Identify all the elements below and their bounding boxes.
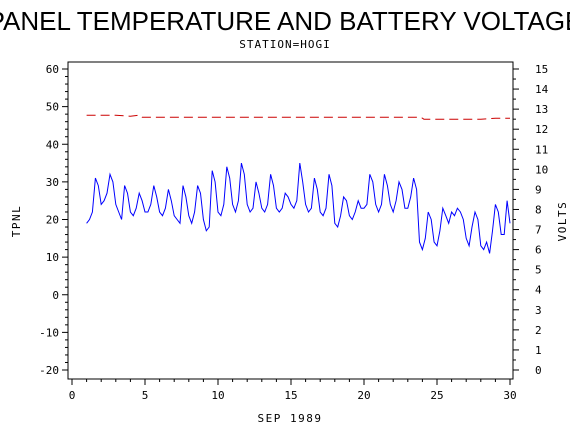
y-right-tick-label: 10: [535, 163, 548, 176]
y-right-tick-label: 4: [535, 284, 542, 297]
y-left-tick-label: 20: [46, 214, 59, 227]
panel-temperature-line: [86, 162, 511, 254]
y-left-tick-label: -20: [39, 364, 59, 377]
x-tick-label: 15: [284, 389, 297, 402]
y-right-tick-label: 5: [535, 264, 542, 277]
y-left-tick-label: 40: [46, 138, 59, 151]
y-left-tick-label: 60: [46, 63, 59, 76]
chart-subtitle: STATION=HOGI: [239, 38, 330, 51]
x-tick-label: 10: [211, 389, 224, 402]
y-left-tick-label: 10: [46, 251, 59, 264]
y-right-tick-label: 12: [535, 123, 548, 136]
y-right-tick-label: 14: [535, 83, 549, 96]
y-right-tick-label: 9: [535, 183, 542, 196]
x-tick-label: 25: [430, 389, 443, 402]
plot-frame: [67, 61, 514, 380]
y-axis-left-label: TPNL: [10, 205, 23, 238]
x-axis-label: SEP 1989: [258, 412, 323, 425]
y-right-tick-label: 0: [535, 364, 542, 377]
y-right-tick-label: 6: [535, 244, 542, 257]
x-tick-label: 5: [142, 389, 149, 402]
x-tick-label: 20: [357, 389, 370, 402]
x-tick-label: 0: [69, 389, 76, 402]
y-left-tick-label: -10: [39, 326, 59, 339]
x-tick-label: 30: [503, 389, 516, 402]
y-right-tick-label: 11: [535, 143, 548, 156]
y-left-tick-label: 30: [46, 176, 59, 189]
y-right-tick-label: 15: [535, 63, 548, 76]
series-layer: [86, 114, 511, 254]
chart-title: PANEL TEMPERATURE AND BATTERY VOLTAGE: [0, 6, 570, 36]
y-axis-right-label: VOLTS: [556, 201, 569, 242]
y-right-tick-label: 8: [535, 203, 542, 216]
y-right-tick-label: 7: [535, 224, 542, 237]
left-axis: -20 -10 0 10 20 30 40 50 60: [39, 63, 68, 377]
y-right-tick-label: 2: [535, 324, 542, 337]
y-right-tick-label: 3: [535, 304, 542, 317]
x-axis: 0 5 10 15 20 25 30: [69, 379, 517, 402]
battery-voltage-line: [86, 114, 510, 120]
y-left-tick-label: 50: [46, 101, 59, 114]
y-right-tick-label: 13: [535, 103, 548, 116]
y-left-tick-label: 0: [52, 289, 59, 302]
y-right-tick-label: 1: [535, 344, 542, 357]
